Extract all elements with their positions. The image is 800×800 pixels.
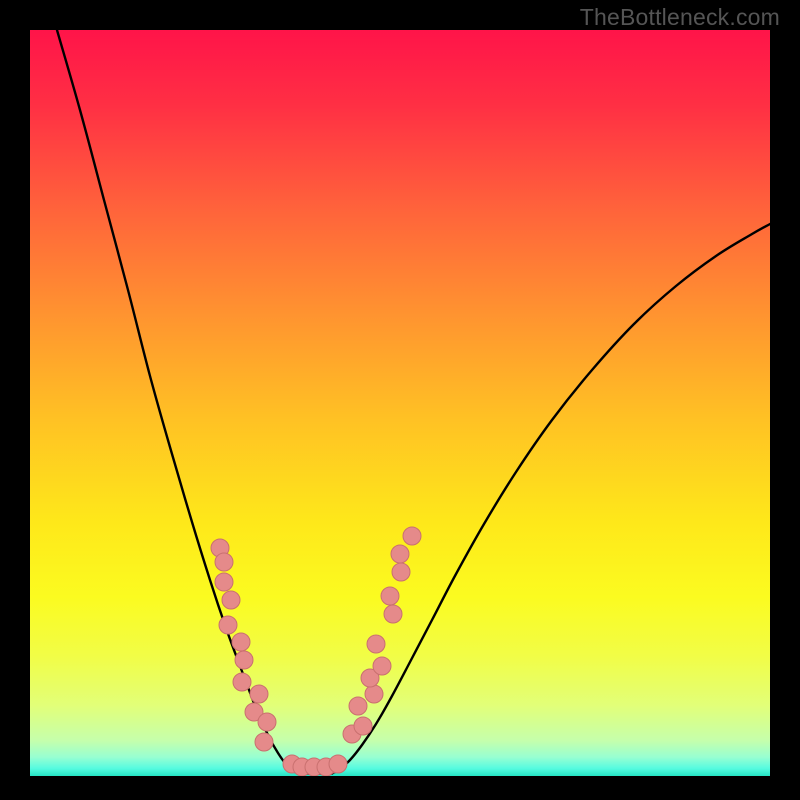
marker-dot-left (222, 591, 240, 609)
marker-dot-right (354, 717, 372, 735)
marker-dot-left (233, 673, 251, 691)
marker-dot-right (365, 685, 383, 703)
watermark-text: TheBottleneck.com (580, 4, 780, 31)
marker-dot-left (255, 733, 273, 751)
marker-dot-right (403, 527, 421, 545)
marker-dot-left (235, 651, 253, 669)
bottleneck-chart-svg (0, 0, 800, 800)
marker-dot-right (392, 563, 410, 581)
marker-dot-right (367, 635, 385, 653)
marker-dot-right (384, 605, 402, 623)
marker-dot-bottom (329, 755, 347, 773)
plot-background (30, 30, 770, 776)
marker-dot-right (391, 545, 409, 563)
marker-dot-left (215, 553, 233, 571)
marker-dot-left (250, 685, 268, 703)
marker-dot-left (215, 573, 233, 591)
marker-dot-left (219, 616, 237, 634)
marker-dot-right (381, 587, 399, 605)
marker-dot-left (258, 713, 276, 731)
chart-stage: TheBottleneck.com (0, 0, 800, 800)
marker-dot-right (373, 657, 391, 675)
marker-dot-left (232, 633, 250, 651)
marker-dot-right (349, 697, 367, 715)
